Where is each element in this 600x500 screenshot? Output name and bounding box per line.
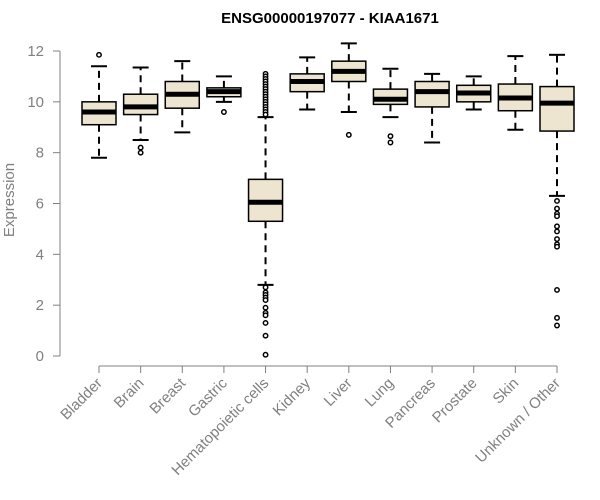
y-axis-title: Expression: [1, 163, 18, 237]
outlier-point: [554, 243, 560, 250]
y-tick-label: 10: [27, 94, 44, 111]
y-tick-label: 12: [27, 43, 44, 60]
box-group: [247, 70, 284, 358]
y-tick-label: 6: [36, 196, 44, 213]
outlier-point: [262, 304, 269, 311]
outlier-point: [345, 131, 352, 138]
outlier-point: [262, 111, 269, 118]
box-group: [164, 60, 201, 134]
box-group: [206, 75, 242, 115]
y-tick-label: 0: [36, 348, 44, 365]
outlier-point: [96, 51, 102, 58]
x-tick-label: Bladder: [57, 375, 106, 424]
box: [122, 93, 159, 116]
box-group: [414, 72, 450, 144]
outlier-point: [262, 320, 269, 326]
box-group: [122, 66, 159, 156]
outlier-point: [387, 139, 394, 146]
y-axis: 0 2 4 6 8 10 12: [27, 43, 61, 365]
y-tick-label: 4: [36, 246, 44, 263]
x-tick-label: Lung: [362, 375, 398, 411]
box-group: [331, 42, 367, 138]
outlier-point: [220, 109, 227, 115]
outlier-point: [554, 286, 560, 293]
box: [414, 80, 450, 108]
x-tick-label: Skin: [490, 375, 523, 408]
y-tick-label: 8: [36, 145, 44, 162]
outlier-point: [137, 144, 144, 151]
outlier-point: [554, 314, 560, 321]
outlier-point: [137, 149, 144, 156]
outlier-point: [262, 284, 269, 291]
box-series: [81, 42, 575, 358]
outlier-point: [554, 228, 560, 235]
box-group: [539, 53, 575, 329]
outlier-point: [262, 297, 269, 304]
outlier-point: [262, 351, 269, 358]
x-tick-label: Brain: [111, 375, 148, 412]
box-group: [372, 67, 409, 146]
x-tick-label: Breast: [146, 374, 189, 417]
box: [372, 88, 409, 106]
chart-title: ENSG00000197077 - KIAA1671: [221, 10, 439, 27]
outlier-point: [554, 322, 560, 329]
box: [539, 85, 575, 132]
box-group: [497, 55, 534, 131]
x-tick-label: Liver: [321, 375, 356, 410]
outlier-point: [262, 332, 269, 339]
outlier-point: [554, 236, 560, 243]
x-tick-label: Prostate: [429, 375, 481, 427]
outlier-point: [554, 223, 560, 230]
box-group: [81, 51, 117, 159]
box-group: [289, 56, 325, 111]
outlier-point: [387, 133, 394, 140]
outlier-point: [554, 198, 560, 204]
outlier-point: [554, 205, 560, 212]
outlier-point: [554, 213, 560, 220]
y-tick-label: 2: [36, 297, 44, 314]
outlier-point: [262, 312, 269, 319]
x-tick-label: Kidney: [270, 374, 315, 419]
box-group: [455, 75, 492, 111]
